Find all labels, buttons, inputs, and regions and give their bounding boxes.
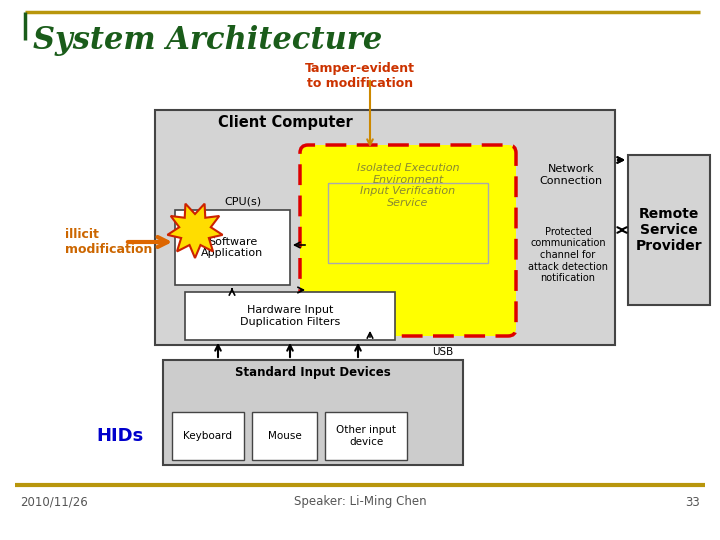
FancyBboxPatch shape [252, 412, 317, 460]
FancyBboxPatch shape [328, 183, 488, 263]
Text: Remote
Service
Provider: Remote Service Provider [636, 207, 702, 253]
Text: CPU(s): CPU(s) [224, 196, 261, 206]
Text: Network
Connection: Network Connection [539, 164, 603, 186]
Text: Speaker: Li-Ming Chen: Speaker: Li-Ming Chen [294, 496, 426, 509]
FancyBboxPatch shape [628, 155, 710, 305]
Text: 2010/11/26: 2010/11/26 [20, 496, 88, 509]
Text: HIDs: HIDs [96, 427, 143, 445]
Text: illicit
modification: illicit modification [65, 228, 153, 256]
Text: Tamper-evident
to modification: Tamper-evident to modification [305, 62, 415, 90]
Polygon shape [168, 204, 222, 258]
Text: System Architecture: System Architecture [33, 25, 382, 56]
Text: Protected
communication
channel for
attack detection
notification: Protected communication channel for atta… [528, 227, 608, 283]
Text: Hardware Input
Duplication Filters: Hardware Input Duplication Filters [240, 305, 340, 327]
Text: Other input
device: Other input device [336, 425, 396, 447]
Text: Standard Input Devices: Standard Input Devices [235, 366, 391, 379]
Text: Software
Application: Software Application [202, 237, 264, 258]
FancyBboxPatch shape [325, 412, 407, 460]
FancyBboxPatch shape [155, 110, 615, 345]
FancyBboxPatch shape [163, 360, 463, 465]
Text: 33: 33 [685, 496, 700, 509]
FancyBboxPatch shape [185, 292, 395, 340]
FancyBboxPatch shape [175, 210, 290, 285]
Text: Mouse: Mouse [268, 431, 302, 441]
FancyBboxPatch shape [300, 145, 516, 336]
FancyBboxPatch shape [172, 412, 244, 460]
Text: Keyboard: Keyboard [184, 431, 233, 441]
Text: Isolated Execution
Environment
Input Verification
Service: Isolated Execution Environment Input Ver… [356, 163, 459, 208]
Text: Client Computer: Client Computer [217, 115, 352, 130]
Text: USB: USB [432, 347, 453, 357]
